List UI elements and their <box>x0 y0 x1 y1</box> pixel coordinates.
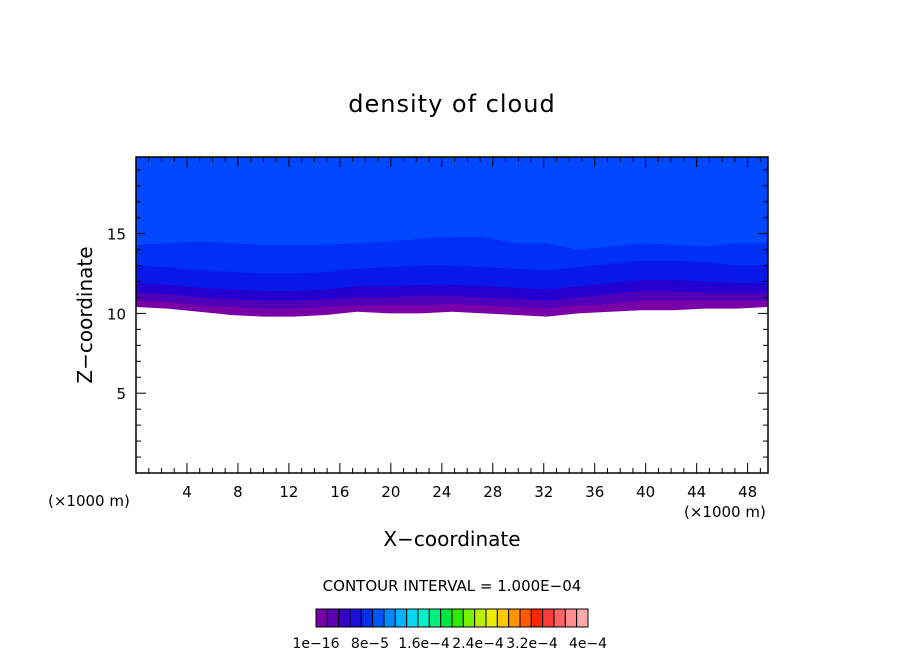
colorbar-swatch <box>315 608 328 628</box>
x-tick-label: 8 <box>233 483 243 501</box>
colorbar-labels: 1e−16 8e−5 1.6e−4 2.4e−4 3.2e−4 4e−4 <box>292 636 607 652</box>
x-tick-labels: 4 8 12 16 20 24 28 32 36 40 44 48 <box>182 483 757 501</box>
colorbar-swatch <box>553 608 566 628</box>
x-tick-label: 36 <box>585 483 604 501</box>
colorbar-swatch <box>372 608 385 628</box>
x-tick-label: 24 <box>432 483 451 501</box>
colorbar <box>315 608 589 628</box>
colorbar-swatch <box>576 608 589 628</box>
colorbar-swatch <box>338 608 351 628</box>
colorbar-label: 3.2e−4 <box>506 636 558 652</box>
colorbar-swatch <box>428 608 442 628</box>
x-tick-label: 44 <box>687 483 706 501</box>
colorbar-swatch <box>542 608 555 628</box>
colorbar-label: 1.6e−4 <box>398 636 450 652</box>
y-tick-labels: 5 10 15 <box>107 226 126 404</box>
x-tick-label: 12 <box>279 483 298 501</box>
y-axis-label: Z−coordinate <box>73 246 97 383</box>
x-axis-label: X−coordinate <box>383 527 520 551</box>
axis-ticks <box>136 157 768 473</box>
x-tick-label: 32 <box>534 483 553 501</box>
colorbar-swatch <box>360 608 374 628</box>
colorbar-swatch <box>508 608 521 628</box>
x-unit-right: (×1000 m) <box>684 503 766 521</box>
x-tick-label: 20 <box>381 483 400 501</box>
contour-layer-5 <box>136 157 768 250</box>
chart-title: density of cloud <box>348 90 555 118</box>
plot-frame <box>135 156 769 474</box>
colorbar-label: 8e−5 <box>351 636 389 652</box>
colorbar-swatch <box>496 608 510 628</box>
colorbar-swatch <box>462 608 476 628</box>
y-tick-label: 15 <box>107 226 126 244</box>
colorbar-swatch <box>394 608 408 628</box>
colorbar-swatch <box>564 608 578 628</box>
colorbar-swatch <box>451 608 464 628</box>
x-tick-label: 28 <box>483 483 502 501</box>
contour-interval-text: CONTOUR INTERVAL = 1.000E−04 <box>323 577 582 595</box>
y-tick-label: 5 <box>116 385 126 403</box>
colorbar-swatch <box>530 608 544 628</box>
colorbar-swatch <box>406 608 419 628</box>
colorbar-swatch <box>519 608 532 628</box>
colorbar-swatch <box>349 608 362 628</box>
colorbar-label: 2.4e−4 <box>452 636 504 652</box>
colorbar-swatch <box>326 608 340 628</box>
colorbar-label: 1e−16 <box>292 636 339 652</box>
colorbar-swatch <box>474 608 487 628</box>
colorbar-swatch <box>440 608 453 628</box>
colorbar-swatch <box>383 608 396 628</box>
x-unit-left: (×1000 m) <box>48 492 130 510</box>
plot-area <box>135 156 769 474</box>
x-tick-label: 40 <box>636 483 655 501</box>
x-tick-label: 48 <box>738 483 757 501</box>
x-tick-label: 4 <box>182 483 192 501</box>
contour-fill-layers <box>136 157 768 317</box>
colorbar-label: 4e−4 <box>569 636 607 652</box>
colorbar-swatch <box>485 608 498 628</box>
y-tick-label: 10 <box>107 305 126 323</box>
x-tick-label: 16 <box>330 483 349 501</box>
colorbar-swatch <box>417 608 430 628</box>
